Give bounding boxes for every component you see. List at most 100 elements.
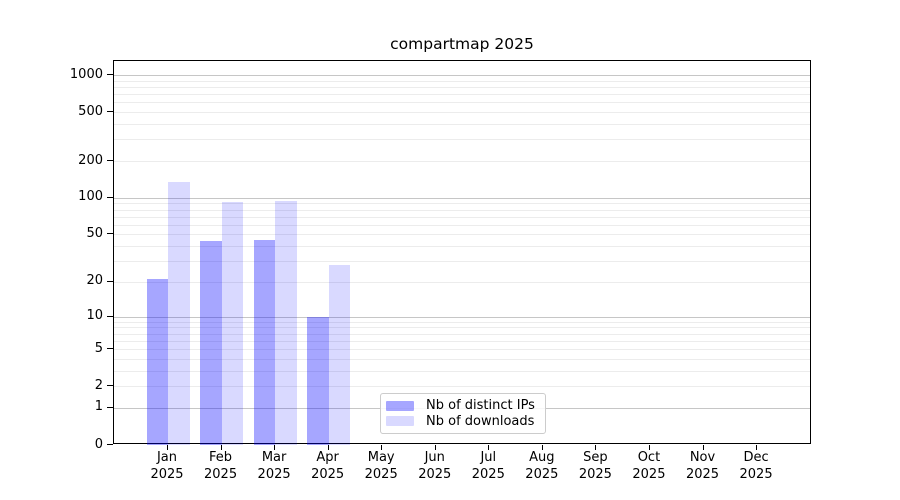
x-tick-mark-jul [488, 445, 490, 450]
y-tick-label-100: 100 [78, 189, 103, 205]
x-tick-month-mar: Mar [261, 450, 287, 465]
y-tick-label-20: 20 [86, 273, 103, 289]
x-tick-label-mar: Mar 2025 [239, 450, 309, 483]
x-tick-label-aug: Aug 2025 [507, 450, 577, 483]
gridline-y-40 [114, 246, 810, 248]
y-tick-label-0: 0 [94, 436, 103, 452]
legend-swatch-downloads [386, 416, 414, 427]
x-tick-mark-jun [434, 445, 436, 450]
y-tick-mark-20 [107, 280, 113, 282]
x-tick-mark-may [381, 445, 383, 450]
x-tick-year-dec: 2025 [739, 466, 773, 482]
gridline-y-6 [114, 340, 810, 342]
x-tick-mark-sep [595, 445, 597, 450]
plot-area [113, 60, 811, 445]
x-tick-label-may: May 2025 [346, 450, 416, 483]
y-tick-label-200: 200 [78, 152, 103, 168]
x-tick-label-sep: Sep 2025 [560, 450, 630, 483]
x-tick-label-dec: Dec 2025 [721, 450, 791, 483]
x-tick-label-feb: Feb 2025 [186, 450, 256, 483]
gridline-y-80 [114, 209, 810, 211]
legend-item-distinct-ips: Nb of distinct IPs [386, 398, 537, 414]
y-tick-label-500: 500 [78, 103, 103, 119]
x-tick-mark-nov [702, 445, 704, 450]
legend-swatch-distinct-ips [386, 400, 414, 411]
gridline-y-5 [114, 349, 810, 351]
legend: Nb of distinct IPs Nb of downloads [380, 393, 546, 434]
gridline-y-200 [114, 161, 810, 162]
gridline-y-60 [114, 224, 810, 226]
legend-item-downloads: Nb of downloads [386, 414, 537, 430]
x-tick-year-apr: 2025 [311, 466, 345, 482]
gridline-y-300 [114, 139, 810, 141]
gridline-y-7 [114, 333, 810, 335]
bar-apr-nb-of-downloads [328, 264, 351, 445]
bar-jan-nb-of-distinct-ips [146, 279, 168, 445]
gridline-y-9 [114, 321, 810, 323]
y-tick-mark-50 [107, 233, 113, 235]
x-tick-label-nov: Nov 2025 [668, 450, 738, 483]
y-tick-mark-10 [107, 315, 113, 317]
bar-mar-nb-of-distinct-ips [253, 239, 276, 445]
y-tick-mark-0 [107, 444, 113, 445]
gridline-y-600 [114, 102, 810, 104]
x-tick-label-apr: Apr 2025 [293, 450, 363, 483]
bar-apr-nb-of-distinct-ips [307, 316, 329, 445]
gridline-y-1000 [114, 75, 810, 77]
x-tick-mark-dec [756, 445, 758, 450]
bar-feb-nb-of-distinct-ips [200, 241, 222, 445]
x-tick-label-oct: Oct 2025 [614, 450, 684, 483]
x-tick-month-apr: Apr [316, 450, 339, 465]
y-tick-label-5: 5 [94, 340, 103, 356]
y-tick-mark-500 [107, 111, 113, 113]
y-tick-mark-2 [107, 385, 113, 387]
x-tick-year-jun: 2025 [418, 466, 452, 482]
x-tick-mark-apr [327, 445, 329, 450]
legend-label-distinct-ips: Nb of distinct IPs [426, 398, 535, 414]
x-tick-year-sep: 2025 [578, 466, 612, 482]
x-tick-month-feb: Feb [209, 450, 233, 465]
legend-label-downloads: Nb of downloads [426, 413, 535, 429]
x-tick-label-jul: Jul 2025 [453, 450, 523, 483]
y-tick-mark-1 [107, 406, 113, 408]
y-tick-mark-100 [107, 196, 113, 198]
y-tick-mark-1000 [107, 74, 113, 76]
gridline-y-20 [114, 281, 810, 283]
x-tick-month-dec: Dec [743, 450, 769, 465]
gridline-y-800 [114, 86, 810, 88]
chart-title: compartmap 2025 [390, 35, 534, 53]
x-tick-mark-feb [220, 445, 222, 450]
y-tick-mark-200 [107, 160, 113, 161]
x-tick-mark-aug [541, 445, 543, 450]
gridline-y-500 [114, 112, 810, 114]
x-tick-month-aug: Aug [529, 450, 555, 465]
x-tick-mark-jan [167, 445, 168, 450]
x-tick-label-jun: Jun 2025 [400, 450, 470, 483]
gridline-y-900 [114, 80, 810, 82]
gridline-y-70 [114, 216, 810, 218]
y-tick-label-10: 10 [86, 308, 103, 324]
x-tick-month-sep: Sep [583, 450, 608, 465]
x-tick-year-may: 2025 [364, 466, 398, 482]
y-tick-label-2: 2 [94, 377, 103, 393]
x-tick-month-jun: Jun [424, 450, 445, 465]
gridline-y-10 [114, 316, 810, 318]
y-tick-label-50: 50 [86, 225, 103, 241]
gridline-y-400 [114, 124, 810, 126]
x-tick-month-nov: Nov [689, 450, 716, 465]
gridline-y-2 [114, 386, 810, 388]
gridline-y-90 [114, 203, 810, 205]
y-tick-label-1: 1 [94, 399, 103, 415]
gridline-y-3 [114, 370, 810, 372]
x-tick-year-mar: 2025 [257, 466, 291, 482]
gridline-y-700 [114, 94, 810, 96]
gridline-y-30 [114, 261, 810, 263]
y-tick-mark-5 [107, 348, 113, 350]
x-tick-year-feb: 2025 [204, 466, 238, 482]
x-tick-month-may: May [367, 450, 395, 465]
x-tick-year-jan: 2025 [150, 466, 184, 482]
x-tick-month-jul: Jul [480, 450, 497, 465]
x-tick-year-aug: 2025 [525, 466, 559, 482]
gridline-y-4 [114, 358, 810, 360]
